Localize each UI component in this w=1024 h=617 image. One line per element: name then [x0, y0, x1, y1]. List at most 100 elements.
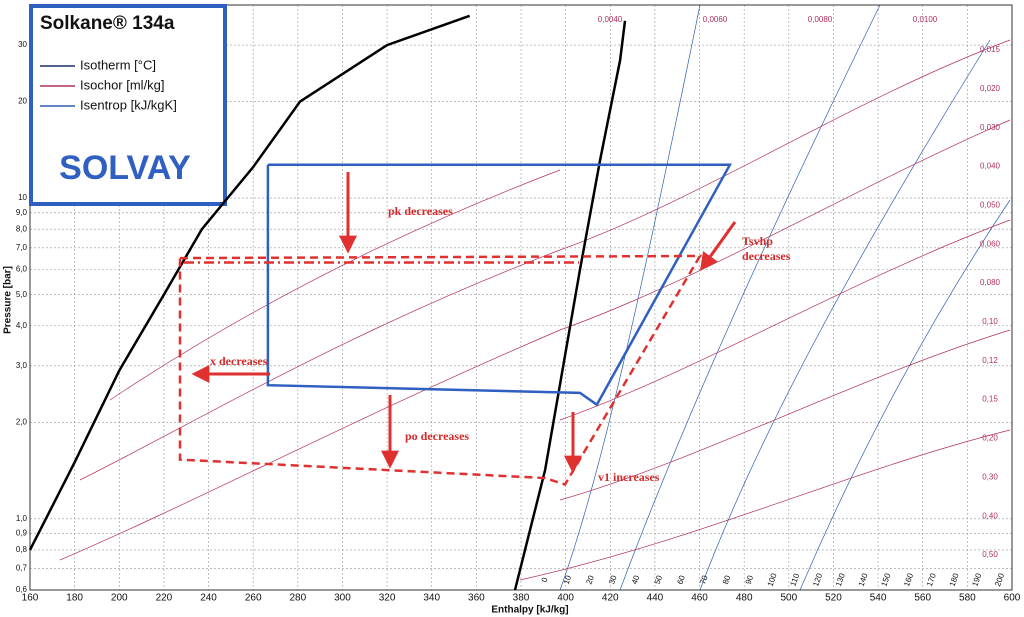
x-axis-label: Enthalpy [kJ/kg]: [491, 605, 568, 616]
isochor-label: 0,40: [982, 511, 998, 520]
y-tick-label: 2,0: [16, 417, 28, 426]
isotherm-label: 70: [698, 574, 710, 586]
legend-label: Isentrop [kJ/kgK]: [80, 97, 177, 112]
series-line: [178, 254, 703, 486]
isotherm-label: 200: [993, 572, 1006, 588]
isotherm-label: 20: [584, 574, 596, 586]
x-tick-label: 220: [156, 593, 173, 604]
y-tick-label: 5,0: [16, 290, 28, 299]
x-tick-label: 400: [557, 593, 574, 604]
isochor-label: 0,12: [982, 356, 998, 365]
y-tick-label: 0,6: [16, 585, 28, 594]
x-tick-label: 320: [379, 593, 396, 604]
x-tick-label: 540: [870, 593, 887, 604]
x-tick-label: 520: [825, 593, 842, 604]
y-tick-label: 9,0: [16, 208, 28, 217]
legend-label: Isochor [ml/kg]: [80, 77, 165, 92]
isochor-label: 0,080: [980, 278, 1001, 287]
isochor-label: 0,15: [982, 395, 998, 404]
y-tick-label: 30: [18, 40, 27, 49]
y-tick-label: 20: [18, 97, 27, 106]
y-tick-label: 3,0: [16, 361, 28, 370]
x-tick-label: 500: [780, 593, 797, 604]
x-tick-label: 300: [334, 593, 351, 604]
isochor-label: 0,015: [980, 45, 1001, 54]
isotherm-label: 80: [721, 574, 733, 586]
isochor-label: 0,10: [982, 317, 998, 326]
isochor-label: 0,30: [982, 472, 998, 481]
grid: [29, 5, 1013, 591]
x-tick-label: 160: [22, 593, 39, 604]
isochor-label: 0,50: [982, 550, 998, 559]
x-tick-label: 360: [468, 593, 485, 604]
x-tick-label: 480: [736, 593, 753, 604]
y-tick-label: 0,9: [16, 529, 28, 538]
isotherm-label: 60: [675, 574, 687, 586]
x-tick-label: 580: [959, 593, 976, 604]
annotation: pk decreases: [388, 204, 453, 218]
x-tick-label: 200: [111, 593, 128, 604]
isotherm-label: 90: [744, 574, 756, 586]
legend: Solkane® 134a SOLVAY: [29, 4, 227, 206]
legend-brand: SOLVAY: [59, 149, 191, 187]
isotherm-label: 170: [925, 572, 938, 588]
y-tick-label: 8,0: [16, 224, 28, 233]
x-tick-label: 420: [602, 593, 619, 604]
x-tick-label: 180: [66, 593, 83, 604]
isotherm-label: 130: [834, 572, 847, 588]
annotation: v1 increases: [598, 470, 660, 484]
isochor-label: 0,0100: [913, 15, 938, 24]
annotation: po decreases: [405, 429, 469, 443]
isochor-label: 0,050: [980, 200, 1001, 209]
isochor-label: 0,0080: [808, 15, 833, 24]
isotherm-label: 190: [970, 572, 983, 588]
x-tick-label: 460: [691, 593, 708, 604]
series-line: [266, 163, 733, 407]
isochor-label: 0,20: [982, 434, 998, 443]
isotherm-label: 180: [948, 572, 961, 588]
y-tick-label: 1,0: [16, 514, 28, 523]
isotherm-label: 140: [857, 572, 870, 588]
legend-box: [29, 4, 227, 206]
isochor-label: 0,0040: [598, 15, 623, 24]
y-tick-label: 7,0: [16, 243, 28, 252]
annotation-arrow: [699, 221, 737, 271]
x-tick-label: 600: [1004, 593, 1021, 604]
isochor-label: 0,0060: [703, 15, 728, 24]
isotherm-label: 40: [630, 574, 642, 586]
x-tick-label: 240: [200, 593, 217, 604]
x-tick-label: 440: [647, 593, 664, 604]
isotherm-label: 100: [766, 572, 779, 588]
plot-frame: [29, 4, 1013, 591]
isotherm-label: 10: [562, 574, 574, 586]
isochor-label: 0,020: [980, 84, 1001, 93]
legend-title: Solkane® 134a: [40, 13, 175, 34]
y-tick-label: 0,8: [16, 545, 28, 554]
y-tick-label: 6,0: [16, 264, 28, 273]
series-line: [28, 14, 471, 551]
isotherm-label: 30: [607, 574, 619, 586]
isochor-label: 0,040: [980, 162, 1001, 171]
x-tick-label: 260: [245, 593, 262, 604]
x-tick-label: 340: [423, 593, 440, 604]
isotherm-label: 160: [902, 572, 915, 588]
y-tick-label: 4,0: [16, 321, 28, 330]
y-axis-label: Pressure [bar]: [3, 266, 14, 334]
x-tick-label: 280: [289, 593, 306, 604]
isotherm-label: 150: [879, 572, 892, 588]
x-tick-label: 380: [513, 593, 530, 604]
y-tick-label: 10: [18, 193, 27, 202]
isochor-label: 0,030: [980, 123, 1001, 132]
annotation: decreases: [742, 249, 791, 263]
isotherm-label: 110: [788, 572, 801, 588]
isochor-label: 0,060: [980, 239, 1001, 248]
isotherm-label: 120: [811, 572, 824, 588]
x-tick-label: 560: [914, 593, 931, 604]
series-line: [513, 20, 627, 591]
isotherm-label: 0: [540, 576, 550, 584]
isotherm-label: 50: [653, 574, 665, 586]
legend-label: Isotherm [°C]: [80, 57, 156, 72]
annotation: Tsvhp: [742, 234, 773, 248]
background-curves: [59, 4, 1011, 591]
